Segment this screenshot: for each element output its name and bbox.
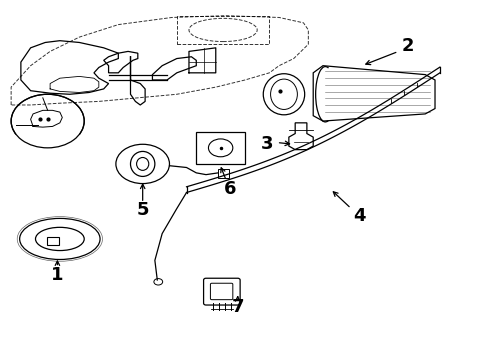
Text: 4: 4 <box>353 207 366 225</box>
Text: 5: 5 <box>136 201 149 219</box>
Bar <box>196 132 245 164</box>
Text: 1: 1 <box>51 266 64 284</box>
Bar <box>218 169 229 178</box>
Bar <box>47 237 59 245</box>
Text: 6: 6 <box>224 180 237 198</box>
Text: 2: 2 <box>402 37 415 55</box>
Text: 3: 3 <box>261 135 273 153</box>
Text: 7: 7 <box>231 298 244 316</box>
